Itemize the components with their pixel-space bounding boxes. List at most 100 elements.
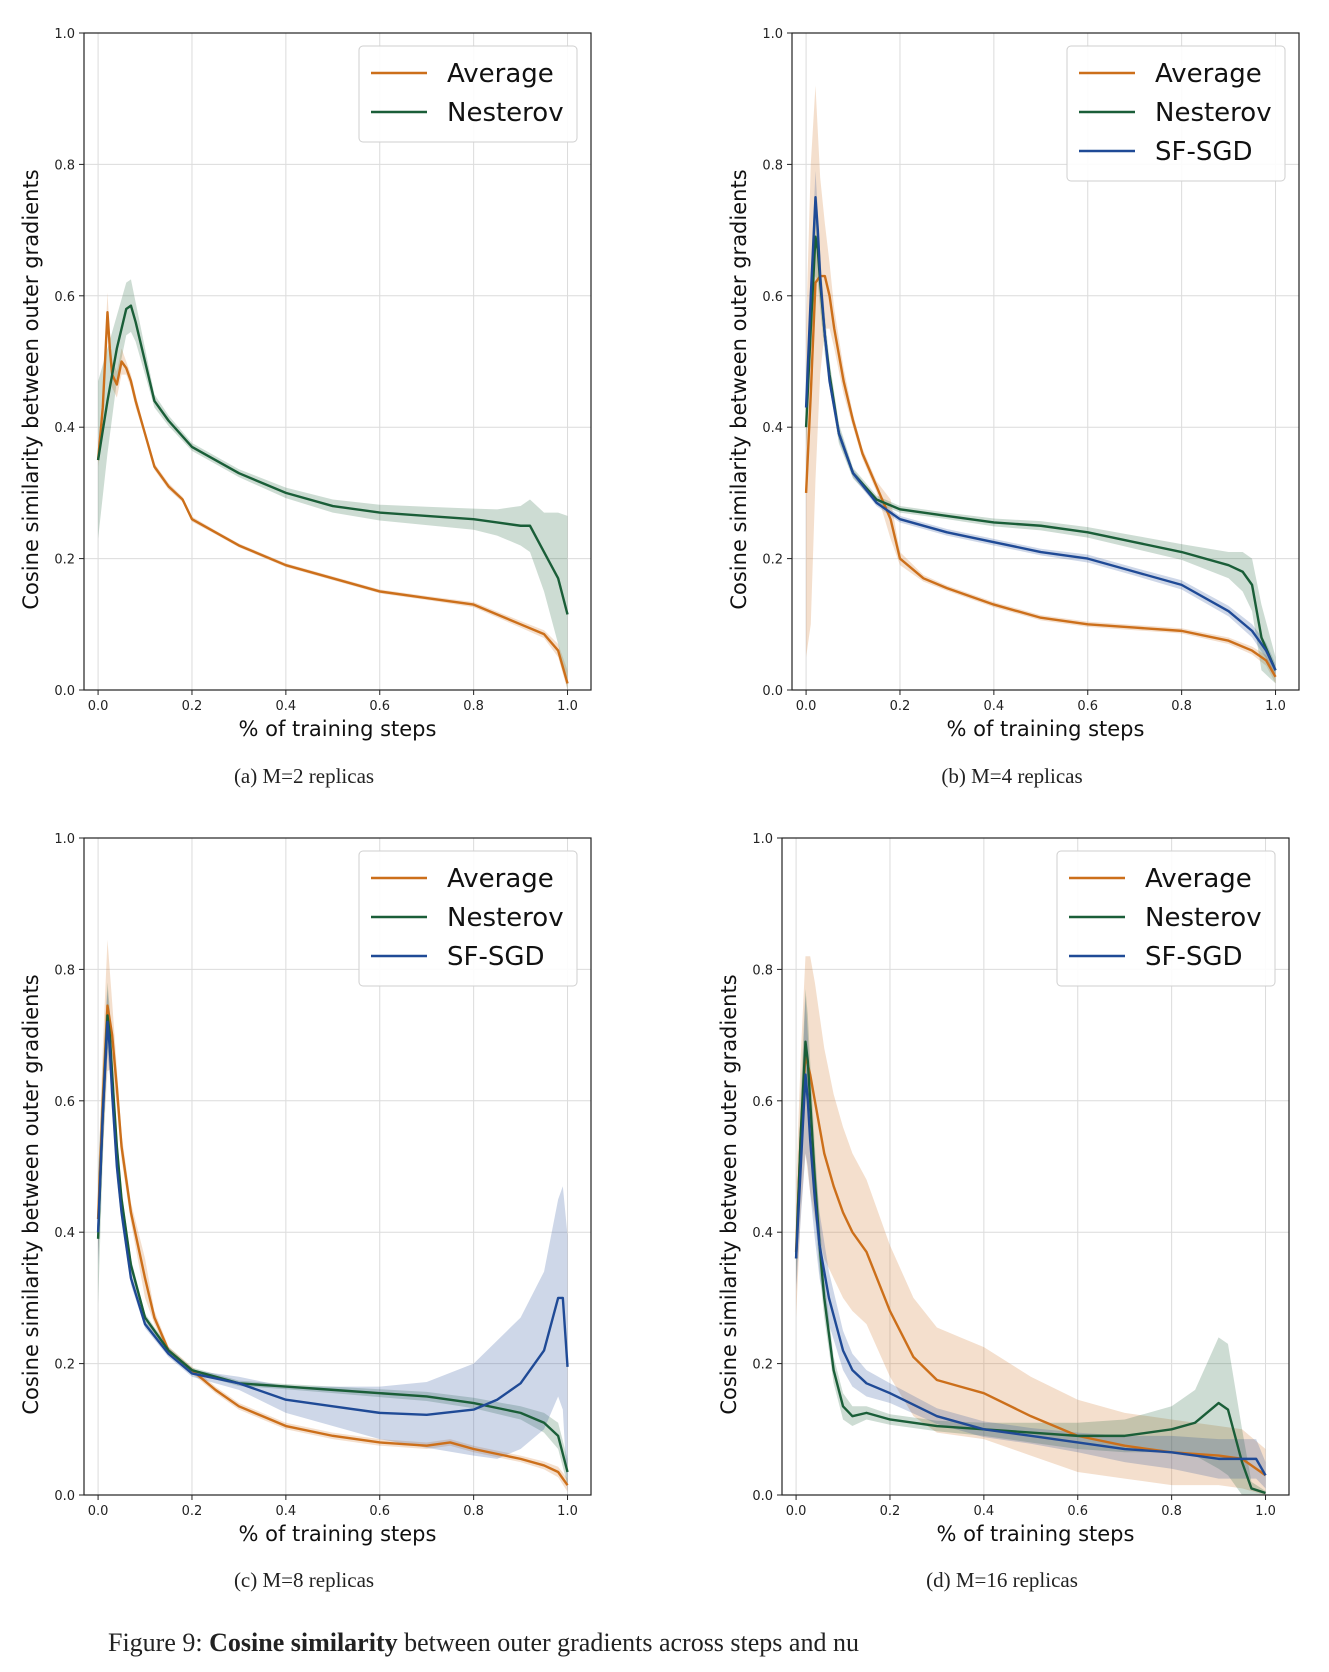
x-tick-label: 0.6 xyxy=(1067,1504,1088,1519)
figure-caption: Figure 9: Cosine similarity between oute… xyxy=(108,1628,859,1657)
x-tick-label: 1.0 xyxy=(557,699,578,714)
x-tick-label: 0.8 xyxy=(1171,699,1192,714)
x-tick-label: 1.0 xyxy=(1255,1504,1276,1519)
legend: Average Nesterov SF-SGD xyxy=(358,850,578,987)
legend-box xyxy=(1056,850,1276,987)
y-tick-label: 0.6 xyxy=(54,290,75,305)
band-sf-sgd xyxy=(796,995,1266,1489)
y-tick-label: 1.0 xyxy=(762,27,783,42)
y-tick-label: 0.8 xyxy=(54,963,75,978)
y-tick-label: 0.0 xyxy=(752,1489,773,1504)
plot-frame xyxy=(83,32,592,691)
legend-label-sf-sgd: SF-SGD xyxy=(447,942,545,972)
y-tick-label: 0.0 xyxy=(54,1489,75,1504)
legend-label-average: Average xyxy=(1155,59,1262,89)
y-tick-label: 0.6 xyxy=(54,1095,75,1110)
series-line-sf-sgd xyxy=(804,196,1277,671)
y-axis-label: Cosine similarity between outer gradient… xyxy=(19,974,43,1414)
figure-caption-rest: between outer gradients across steps and… xyxy=(404,1628,859,1657)
x-tick-label: 0.6 xyxy=(369,699,390,714)
x-tick-label: 0.4 xyxy=(276,1504,297,1519)
y-tick-label: 0.0 xyxy=(54,684,75,699)
legend: Average Nesterov SF-SGD xyxy=(1056,850,1276,987)
y-tick-label: 0.4 xyxy=(54,1226,75,1241)
legend-box xyxy=(358,850,578,987)
figure-caption-prefix: Figure 9: xyxy=(108,1628,203,1657)
y-tick-label: 0.2 xyxy=(54,1358,75,1373)
legend-label-nesterov: Nesterov xyxy=(1145,903,1262,933)
chart-panel-3: 0.0 0.2 0.4 0.6 0.8 1.0 0.0 0.2 0.4 0.6 0.8 1.0 Aver… xyxy=(19,832,592,1592)
x-tick-label: 0.0 xyxy=(88,699,109,714)
x-tick-label: 0.2 xyxy=(182,1504,203,1519)
x-tick-label: 0.8 xyxy=(463,1504,484,1519)
band-sf-sgd xyxy=(98,989,568,1495)
x-axis-label: % of training steps xyxy=(937,1522,1135,1546)
legend: Average Nesterov SF-SGD xyxy=(1066,45,1286,182)
legend-label-average: Average xyxy=(1145,864,1252,894)
y-tick-label: 0.0 xyxy=(762,684,783,699)
series-line-average xyxy=(794,1053,1267,1477)
panels-group: 0.0 0.2 0.4 0.6 0.8 1.0 0.0 0.2 0.4 0.6 0.8 1.0 Aver… xyxy=(19,27,1300,1592)
subcaption: (a) M=2 replicas xyxy=(234,764,374,788)
y-tick-label: 0.4 xyxy=(54,421,75,436)
y-axis-label: Cosine similarity between outer gradient… xyxy=(19,169,43,609)
y-tick-label: 0.6 xyxy=(752,1095,773,1110)
series-line-nesterov xyxy=(794,1040,1266,1495)
series-line-average xyxy=(804,274,1277,678)
figure-caption-bold: Cosine similarity xyxy=(209,1628,398,1657)
x-axis-label: % of training steps xyxy=(239,717,437,741)
plot-frame xyxy=(791,32,1300,691)
series-line-sf-sgd xyxy=(96,1020,569,1417)
x-tick-label: 1.0 xyxy=(557,1504,578,1519)
plot-frame xyxy=(83,837,592,1496)
y-tick-label: 1.0 xyxy=(54,832,75,847)
x-tick-label: 0.4 xyxy=(276,699,297,714)
y-tick-label: 0.8 xyxy=(54,158,75,173)
legend-box xyxy=(1066,45,1286,182)
x-axis-label: % of training steps xyxy=(239,1522,437,1546)
x-tick-label: 1.0 xyxy=(1265,699,1286,714)
series-line-average xyxy=(96,1004,569,1486)
legend-label-average: Average xyxy=(447,59,554,89)
legend: Average Nesterov xyxy=(358,45,578,143)
legend-label-nesterov: Nesterov xyxy=(447,903,564,933)
x-tick-label: 0.6 xyxy=(1077,699,1098,714)
y-tick-label: 0.2 xyxy=(762,553,783,568)
x-tick-label: 0.0 xyxy=(786,1504,807,1519)
x-tick-label: 0.8 xyxy=(1161,1504,1182,1519)
chart-panel-4: 0.0 0.2 0.4 0.6 0.8 1.0 0.0 0.2 0.4 0.6 0.8 1.0 Aver… xyxy=(717,832,1290,1592)
legend-label-nesterov: Nesterov xyxy=(447,98,564,128)
series-line-sf-sgd xyxy=(794,1073,1267,1476)
x-tick-label: 0.6 xyxy=(369,1504,390,1519)
band-nesterov xyxy=(796,989,1266,1495)
legend-box xyxy=(358,45,578,143)
x-tick-label: 0.4 xyxy=(974,1504,995,1519)
chart-panel-2: 0.0 0.2 0.4 0.6 0.8 1.0 0.0 0.2 0.4 0.6 0.8 1.0 Aver… xyxy=(727,27,1300,788)
y-axis-label: Cosine similarity between outer gradient… xyxy=(727,169,751,609)
subcaption: (d) M=16 replicas xyxy=(926,1568,1078,1592)
x-tick-label: 0.8 xyxy=(463,699,484,714)
subcaption: (b) M=4 replicas xyxy=(941,764,1082,788)
y-tick-label: 0.2 xyxy=(54,553,75,568)
x-tick-label: 0.2 xyxy=(880,1504,901,1519)
x-tick-label: 0.0 xyxy=(88,1504,109,1519)
y-tick-label: 0.8 xyxy=(762,158,783,173)
y-tick-label: 0.8 xyxy=(752,963,773,978)
y-axis-label: Cosine similarity between outer gradient… xyxy=(717,974,741,1414)
y-tick-label: 1.0 xyxy=(752,832,773,847)
chart-panel-1: 0.0 0.2 0.4 0.6 0.8 1.0 0.0 0.2 0.4 0.6 0.8 1.0 Aver… xyxy=(19,27,592,788)
y-tick-label: 0.4 xyxy=(762,421,783,436)
y-tick-label: 0.6 xyxy=(762,290,783,305)
y-tick-label: 0.2 xyxy=(752,1358,773,1373)
x-tick-label: 0.0 xyxy=(796,699,817,714)
y-tick-label: 1.0 xyxy=(54,27,75,42)
legend-label-sf-sgd: SF-SGD xyxy=(1155,137,1253,167)
legend-label-sf-sgd: SF-SGD xyxy=(1145,942,1243,972)
x-tick-label: 0.2 xyxy=(182,699,203,714)
band-average xyxy=(796,956,1266,1495)
x-axis-label: % of training steps xyxy=(947,717,1145,741)
y-tick-label: 0.4 xyxy=(752,1226,773,1241)
x-tick-label: 0.4 xyxy=(984,699,1005,714)
legend-label-average: Average xyxy=(447,864,554,894)
